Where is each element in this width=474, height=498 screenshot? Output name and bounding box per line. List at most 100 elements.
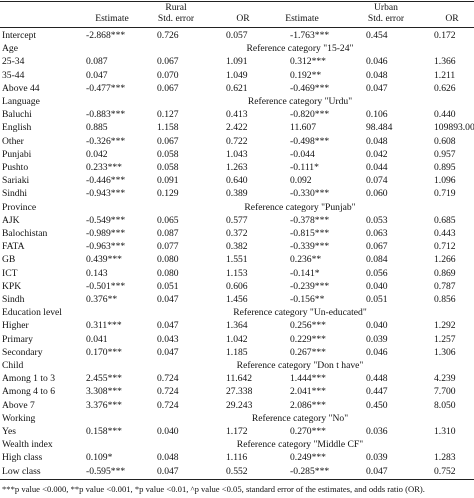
cell: 0.058 xyxy=(157,148,179,160)
cell: 0.058 xyxy=(157,162,179,173)
cell: 0.044 xyxy=(366,162,388,173)
cell: 0.719 xyxy=(434,188,456,200)
cell: 0.047 xyxy=(86,69,108,81)
cell: 7.700 xyxy=(434,386,456,398)
cell: -0.815*** xyxy=(290,228,330,239)
cell: -0.378*** xyxy=(290,214,330,226)
cell: 27.338 xyxy=(226,386,253,398)
row-label: 25-34 xyxy=(2,56,25,68)
row-label: GB xyxy=(2,254,16,266)
cell: -0.549*** xyxy=(86,214,126,226)
cell: -0.111* xyxy=(290,162,319,173)
cell: 0.046 xyxy=(366,346,388,358)
cell: 0.047 xyxy=(366,82,388,94)
row-label: Above 44 xyxy=(2,82,40,94)
cell: 0.856 xyxy=(434,294,456,305)
cell: 0.047 xyxy=(157,294,179,305)
reference-category: Reference category "Punjab" xyxy=(244,201,356,213)
cell: 2.041*** xyxy=(290,386,326,398)
reference-category: Reference category "Un-educated" xyxy=(233,307,367,319)
cell: 0.051 xyxy=(366,294,388,305)
cell: 3.376*** xyxy=(86,399,122,411)
cell: 0.051 xyxy=(157,280,179,292)
cell: -1.763*** xyxy=(290,30,330,41)
cell: 1.185 xyxy=(226,346,248,358)
cell: 0.067 xyxy=(157,82,179,94)
cell: 1.266 xyxy=(434,254,456,266)
cell: 0.229*** xyxy=(290,333,326,345)
cell: 0.056 xyxy=(366,267,388,279)
reference-category: Reference category "Don t have" xyxy=(236,360,364,371)
cell: 1.366 xyxy=(434,56,456,68)
cell: 1.310 xyxy=(434,426,456,437)
cell: 0.722 xyxy=(226,135,248,147)
cell: 0.084 xyxy=(366,254,388,266)
cell: 0.046 xyxy=(366,56,388,68)
cell: 4.239 xyxy=(434,373,456,385)
cell: 1.096 xyxy=(434,175,456,187)
cell: 0.311*** xyxy=(86,320,122,332)
cell: 1.042 xyxy=(226,333,248,345)
cell: 1.257 xyxy=(434,333,456,345)
cell: 1.364 xyxy=(226,320,248,332)
row-label: High class xyxy=(2,452,43,464)
row-label: Balochistan xyxy=(2,228,48,239)
row-label: Higher xyxy=(2,320,29,332)
row-label: Above 7 xyxy=(2,399,35,411)
cell: 0.440 xyxy=(434,109,456,121)
cell: 1.153 xyxy=(226,267,248,279)
cell: 0.067 xyxy=(366,241,388,253)
cell: 0.039 xyxy=(366,333,388,345)
cell: 0.454 xyxy=(366,30,388,41)
cell: 0.127 xyxy=(157,109,179,121)
cell: 0.109* xyxy=(86,452,113,464)
row-label: FATA xyxy=(2,241,25,253)
cell: -0.446*** xyxy=(86,175,126,187)
group-header: Rural xyxy=(165,2,187,13)
cell: 0.869 xyxy=(434,267,456,279)
row-label: KPK xyxy=(2,280,22,292)
cell: 0.640 xyxy=(226,175,248,187)
cell: 0.143 xyxy=(86,267,108,279)
cell: -0.326*** xyxy=(86,135,126,147)
cell: 0.047 xyxy=(157,320,179,332)
header-rule xyxy=(0,27,474,28)
cell: 0.091 xyxy=(157,175,179,187)
row-label: 35-44 xyxy=(2,69,25,81)
cell: 0.040 xyxy=(157,426,179,437)
cell: 1.283 xyxy=(434,452,456,464)
cell: 1.158 xyxy=(157,122,179,134)
cell: -0.820*** xyxy=(290,109,330,121)
row-label: Punjabi xyxy=(2,148,32,160)
cell: 0.057 xyxy=(226,30,248,41)
cell: 0.712 xyxy=(434,241,456,253)
cell: 0.608 xyxy=(434,135,456,147)
cell: 98.484 xyxy=(366,122,393,134)
cell: 0.053 xyxy=(366,214,388,226)
cell: 0.087 xyxy=(157,228,179,239)
cell: 0.621 xyxy=(226,82,248,94)
cell: 0.439*** xyxy=(86,254,122,266)
cell: 0.726 xyxy=(157,30,179,41)
cell: 0.036 xyxy=(366,426,388,437)
group-header: Urban xyxy=(374,2,398,13)
row-label: Intercept xyxy=(2,30,37,41)
cell: -0.044 xyxy=(290,148,315,160)
cell: -0.498*** xyxy=(290,135,330,147)
column-header: Std. error xyxy=(157,13,195,24)
cell: -0.330*** xyxy=(290,188,330,200)
cell: 1.456 xyxy=(226,294,248,305)
cell: 0.087 xyxy=(86,56,108,68)
cell: 0.074 xyxy=(366,175,388,187)
row-label: English xyxy=(2,122,32,134)
row-label: Sindhi xyxy=(2,188,28,200)
row-label: Sindh xyxy=(2,294,25,305)
cell: 0.048 xyxy=(157,452,179,464)
row-label: Wealth index xyxy=(2,439,53,451)
cell: 1.049 xyxy=(226,69,248,81)
cell: -0.339*** xyxy=(290,241,330,253)
cell: 0.270*** xyxy=(290,426,326,437)
row-label: Language xyxy=(2,96,40,107)
cell: 0.577 xyxy=(226,214,248,226)
cell: 0.192** xyxy=(290,69,322,81)
